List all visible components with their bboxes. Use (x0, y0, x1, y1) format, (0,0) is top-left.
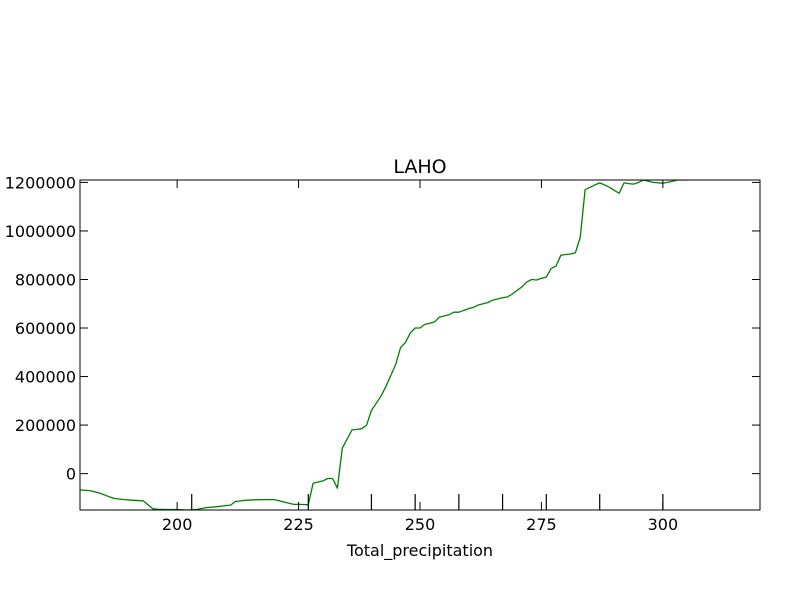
y-tick-label: 800000 (15, 270, 76, 289)
y-tick-label: 0 (66, 465, 76, 484)
x-axis-label: Total_precipitation (346, 541, 493, 561)
y-tick-label: 400000 (15, 368, 76, 387)
x-tick-label: 275 (526, 515, 557, 534)
x-tick-label: 200 (162, 515, 193, 534)
tick-layer: 200 225 250 275 300 0 200000 400000 600000 800000… (5, 173, 760, 534)
plot-frame (79, 179, 761, 511)
series-line (80, 180, 688, 510)
line-layer (80, 180, 688, 510)
x-tick-label: 250 (405, 515, 436, 534)
y-tick-label: 200000 (15, 416, 76, 435)
plot-area (80, 180, 760, 510)
x-tick-label: 300 (648, 515, 679, 534)
y-tick-label: 1000000 (5, 222, 76, 241)
x-tick-label: 225 (283, 515, 314, 534)
y-tick-label: 1200000 (5, 173, 76, 192)
y-tick-label: 600000 (15, 319, 76, 338)
chart-title: LAHO (393, 156, 446, 178)
